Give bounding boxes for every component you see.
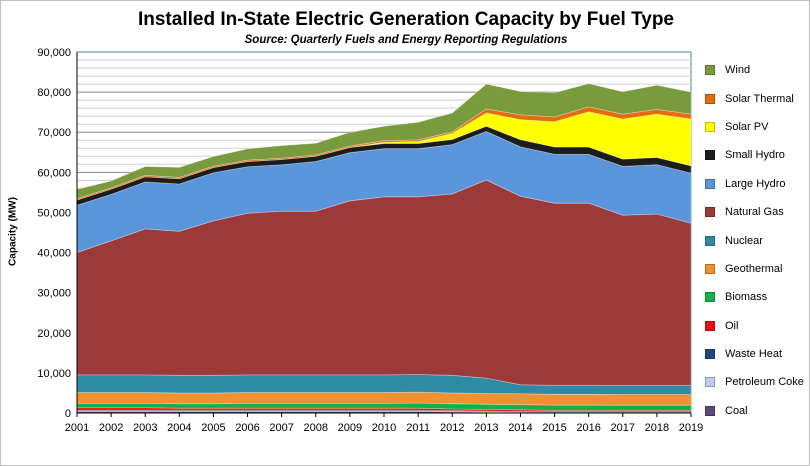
y-tick-label: 10,000 [37,368,71,380]
x-tick-label: 2009 [338,422,362,434]
y-tick-label: 30,000 [37,288,71,300]
chart-title: Installed In-State Electric Generation C… [137,9,675,30]
legend-swatch [705,320,715,331]
legend-label: Natural Gas [725,206,784,219]
legend-swatch [705,377,715,388]
legend-swatch [705,93,715,104]
x-tick-label: 2008 [304,422,328,434]
legend-swatch [705,65,715,76]
x-tick-label: 2002 [99,422,123,434]
y-tick-label: 40,000 [37,248,71,260]
legend-item: Solar Thermal [705,84,804,112]
y-tick-label: 90,000 [37,47,71,59]
legend-item: Oil [705,312,804,340]
legend-swatch [705,405,715,416]
x-tick-label: 2016 [576,422,600,434]
legend-label: Biomass [725,291,768,304]
x-tick-label: 2013 [474,422,498,434]
legend-label: Geothermal [725,262,783,275]
legend-item: Natural Gas [705,198,804,226]
x-tick-label: 2010 [372,422,396,434]
x-tick-label: 2012 [440,422,464,434]
x-tick-label: 2014 [508,422,532,434]
legend-label: Large Hydro [725,177,786,190]
legend-item: Waste Heat [705,340,804,368]
x-tick-label: 2005 [201,422,225,434]
legend-label: Waste Heat [725,348,783,361]
legend-item: Small Hydro [705,141,804,169]
x-tick-label: 2004 [167,422,191,434]
chart-subtitle: Source: Quarterly Fuels and Energy Repor… [244,34,568,46]
area-solar-thermal [76,106,692,201]
legend-item: Geothermal [705,255,804,283]
area-solar-pv [76,111,692,201]
x-tick-label: 2011 [406,422,430,434]
legend-label: Small Hydro [725,149,785,162]
legend-item: Petroleum Coke [705,368,804,396]
x-tick-label: 2006 [235,422,259,434]
legend-swatch [705,207,715,218]
y-tick-label: 50,000 [37,207,71,219]
area-oil [76,407,692,412]
legend-item: Coal [705,397,804,425]
legend-item: Biomass [705,283,804,311]
y-tick-label: 70,000 [37,127,71,139]
x-tick-label: 2018 [645,422,669,434]
legend-item: Wind [705,56,804,84]
legend-swatch [705,150,715,161]
x-tick-label: 2019 [679,422,703,434]
legend-item: Large Hydro [705,170,804,198]
legend-label: Solar PV [725,120,769,133]
legend: Wind Solar Thermal Solar PV Small Hydro Larg… [705,56,804,425]
legend-swatch [705,235,715,246]
legend-swatch [705,263,715,274]
y-tick-label: 80,000 [37,87,71,99]
x-tick-label: 2015 [542,422,566,434]
area-small-hydro [76,125,692,206]
legend-label: Wind [725,64,751,77]
legend-label: Solar Thermal [725,92,794,105]
legend-label: Coal [725,404,748,417]
legend-swatch [705,178,715,189]
y-tick-label: 20,000 [37,328,71,340]
legend-swatch [705,121,715,132]
y-tick-label: 60,000 [37,167,71,179]
legend-swatch [705,292,715,303]
y-tick-label: 0 [65,408,71,420]
x-tick-label: 2003 [133,422,157,434]
legend-item: Solar PV [705,113,804,141]
legend-label: Petroleum Coke [725,376,804,389]
x-tick-label: 2001 [65,422,89,434]
x-tick-label: 2007 [269,422,293,434]
legend-swatch [705,349,715,360]
area-wind [76,83,692,200]
x-tick-label: 2017 [611,422,635,434]
legend-item: Nuclear [705,226,804,254]
legend-label: Nuclear [725,234,763,247]
legend-label: Oil [725,319,739,332]
